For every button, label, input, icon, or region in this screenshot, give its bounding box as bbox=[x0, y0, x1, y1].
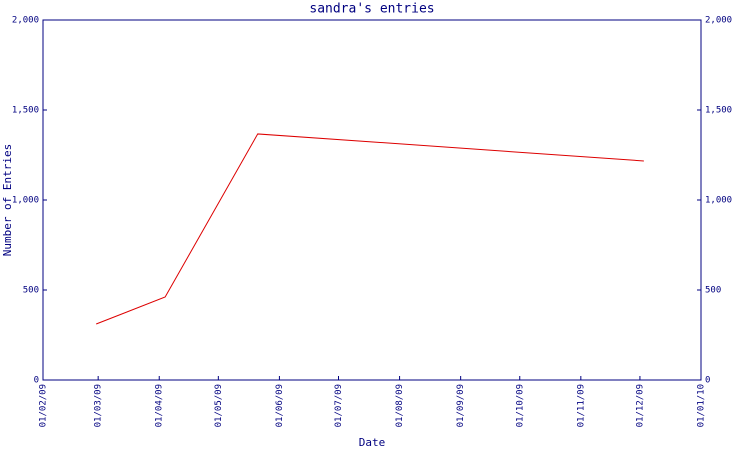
y-axis-title: Number of Entries bbox=[1, 144, 14, 257]
x-tick-label: 01/09/09 bbox=[456, 384, 466, 427]
x-tick-label: 01/12/09 bbox=[635, 384, 645, 427]
y2-tick-label: 500 bbox=[705, 286, 721, 296]
x-tick-label: 01/10/09 bbox=[515, 384, 525, 427]
y2-tick-label: 1,500 bbox=[705, 106, 732, 116]
x-tick-label: 01/01/10 bbox=[697, 384, 707, 427]
y2-tick-label: 1,000 bbox=[705, 196, 732, 206]
x-tick-label: 01/08/09 bbox=[395, 384, 405, 427]
y-tick-label: 2,000 bbox=[12, 16, 39, 26]
x-tick-label: 01/02/09 bbox=[39, 384, 49, 427]
y2-tick-label: 2,000 bbox=[705, 16, 732, 26]
x-tick-label: 01/04/09 bbox=[155, 384, 165, 427]
y-tick-label: 500 bbox=[23, 286, 39, 296]
x-tick-label: 01/05/09 bbox=[214, 384, 224, 427]
y2-tick-label: 0 bbox=[705, 376, 710, 386]
x-tick-label: 01/03/09 bbox=[94, 384, 104, 427]
x-tick-label: 01/07/09 bbox=[334, 384, 344, 427]
y-tick-label: 0 bbox=[34, 376, 39, 386]
y-tick-label: 1,000 bbox=[12, 196, 39, 206]
y-tick-label: 1,500 bbox=[12, 106, 39, 116]
x-axis-title: Date bbox=[359, 436, 386, 449]
plot-frame bbox=[42, 19, 702, 381]
chart-title: sandra's entries bbox=[309, 2, 434, 17]
x-tick-label: 01/06/09 bbox=[275, 384, 285, 427]
x-tick-label: 01/11/09 bbox=[576, 384, 586, 427]
data-line bbox=[96, 133, 644, 325]
